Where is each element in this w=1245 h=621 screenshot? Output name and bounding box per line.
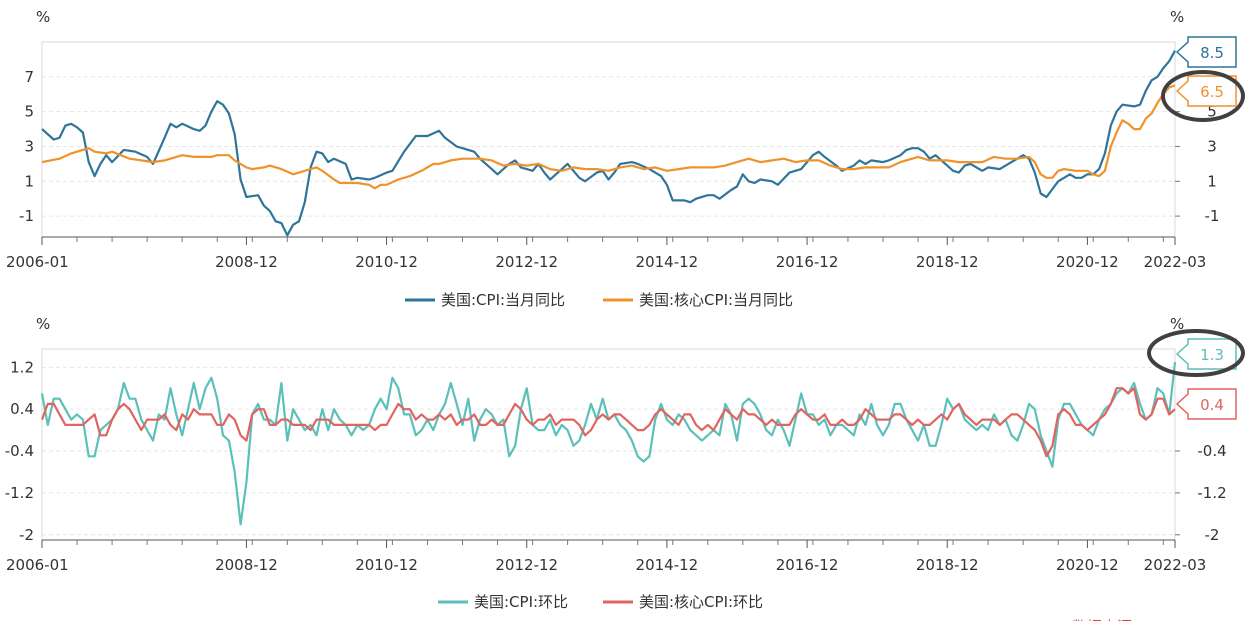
legend-label: 美国:CPI:当月同比 <box>441 291 565 309</box>
x-tick-label: 2012-12 <box>495 556 558 574</box>
value-callout-text: 0.4 <box>1200 396 1224 414</box>
value-callout-text: 6.5 <box>1200 83 1224 101</box>
value-callout-box <box>1175 388 1237 420</box>
y-unit-left: % <box>36 315 50 333</box>
x-tick-label: 2006-01 <box>6 253 69 271</box>
x-tick-label: 2010-12 <box>355 556 418 574</box>
source-note: 数据来源 <box>1072 618 1132 621</box>
value-callout-box <box>1175 36 1237 68</box>
x-tick-label: 2018-12 <box>916 556 979 574</box>
value-callout-text: 1.3 <box>1200 346 1224 364</box>
x-tick-label: 2016-12 <box>776 253 839 271</box>
y-unit-left: % <box>36 8 50 26</box>
highlight-ring <box>1147 329 1245 377</box>
y-tick-label-left: -0.4 <box>5 442 34 460</box>
chart-panel-1: 7 5 3 1 -1 5 3 1 -1% % 2006-01 2008-12 2010-12 2012-1… <box>6 8 1245 309</box>
x-tick-label: 2018-12 <box>916 253 979 271</box>
chart-panel-2: 1.2 0.4 -0.4 -1.2 -2 -0.4 -1.2 -2% % 2006-01 2008-… <box>5 315 1245 611</box>
y-tick-label-right: -1.2 <box>1197 484 1226 502</box>
y-tick-label-left: 1.2 <box>10 358 34 376</box>
value-callout-box <box>1175 338 1237 370</box>
highlight-ring <box>1161 70 1245 122</box>
y-tick-label-right: 1 <box>1207 172 1217 190</box>
y-tick-label-left: 0.4 <box>10 400 34 418</box>
y-tick-label-left: -1 <box>19 207 34 225</box>
y-tick-label-right: 3 <box>1207 137 1217 155</box>
x-tick-label: 2008-12 <box>215 253 278 271</box>
x-tick-label: 2022-03 <box>1144 556 1207 574</box>
x-tick-label: 2020-12 <box>1056 556 1119 574</box>
legend-label: 美国:CPI:环比 <box>474 593 568 611</box>
y-tick-label-left: 5 <box>24 103 34 121</box>
y-tick-label-right: -2 <box>1205 526 1220 544</box>
x-tick-label: 2016-12 <box>776 556 839 574</box>
series-line-1 <box>41 50 1176 237</box>
y-tick-label-left: 3 <box>24 137 34 155</box>
series-line-1 <box>40 361 1177 526</box>
x-tick-label: 2010-12 <box>355 253 418 271</box>
x-tick-label: 2022-03 <box>1144 253 1207 271</box>
y-unit-right: % <box>1170 8 1184 26</box>
y-tick-label-right: -1 <box>1205 207 1220 225</box>
x-tick-label: 2012-12 <box>495 253 558 271</box>
value-callout-box <box>1175 75 1237 107</box>
y-tick-label-right: 5 <box>1207 103 1217 121</box>
y-unit-right: % <box>1170 315 1184 333</box>
series-line-2 <box>40 387 1176 458</box>
series-line-2 <box>41 84 1176 190</box>
x-tick-label: 2014-12 <box>636 253 699 271</box>
y-tick-label-left: -2 <box>19 526 34 544</box>
y-tick-label-right: -0.4 <box>1197 442 1226 460</box>
plot-frame <box>41 41 1176 238</box>
x-tick-label: 2008-12 <box>215 556 278 574</box>
y-tick-label-left: 1 <box>24 172 34 190</box>
y-tick-label-left: 7 <box>24 68 34 86</box>
x-tick-label: 2014-12 <box>636 556 699 574</box>
value-callout-text: 8.5 <box>1200 44 1224 62</box>
x-tick-label: 2020-12 <box>1056 253 1119 271</box>
legend-label: 美国:核心CPI:环比 <box>639 593 763 611</box>
legend-label: 美国:核心CPI:当月同比 <box>639 291 793 309</box>
y-tick-label-left: -1.2 <box>5 484 34 502</box>
x-tick-label: 2006-01 <box>6 556 69 574</box>
